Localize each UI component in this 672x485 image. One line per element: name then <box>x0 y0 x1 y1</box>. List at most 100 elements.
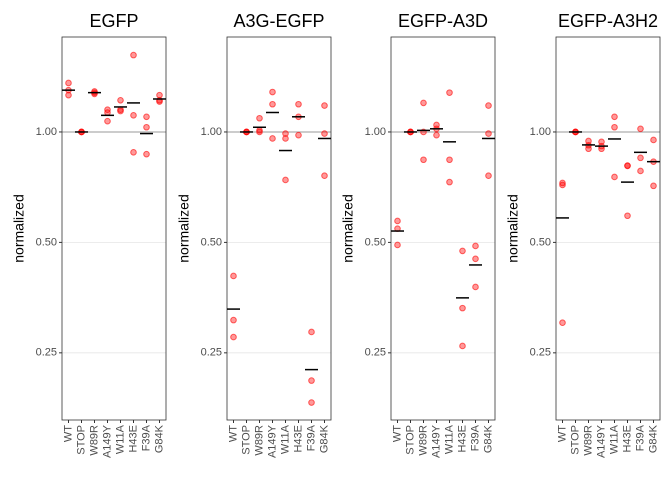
data-point <box>446 89 453 96</box>
x-tick-label: G84K <box>647 424 659 453</box>
data-point <box>230 333 237 341</box>
x-tick-label: W11A <box>114 424 126 454</box>
data-point <box>130 51 137 59</box>
y-axis-label: normalized <box>176 194 192 262</box>
data-point <box>282 176 289 184</box>
data-point <box>256 114 263 122</box>
data-point <box>130 149 137 156</box>
data-point <box>143 123 150 131</box>
x-tick-label: WT <box>391 425 403 442</box>
data-point <box>459 247 466 255</box>
data-point <box>637 167 644 175</box>
data-point <box>295 100 302 108</box>
y-tick-label: 0.25 <box>36 347 57 359</box>
x-tick-label: G84K <box>482 424 494 453</box>
y-tick-label: 0.50 <box>365 236 386 248</box>
data-point <box>459 304 466 312</box>
data-point <box>472 242 479 250</box>
panel-title: A3G-EGFP <box>233 11 324 31</box>
data-point <box>394 241 401 249</box>
x-tick-label: WT <box>227 425 239 442</box>
x-tick-label: STOP <box>404 425 416 455</box>
data-point <box>472 283 479 291</box>
data-point <box>624 162 631 170</box>
y-tick-label: 1.00 <box>201 126 222 138</box>
data-point <box>104 117 111 125</box>
panel-border <box>555 36 661 421</box>
y-tick-label: 0.50 <box>530 236 551 248</box>
x-tick-label: WT <box>62 425 74 442</box>
x-tick-label: A149Y <box>595 424 607 458</box>
data-point <box>472 255 479 263</box>
data-point <box>650 136 657 144</box>
data-point <box>585 145 592 153</box>
x-tick-label: W11A <box>608 424 620 454</box>
x-tick-label: W11A <box>443 424 455 454</box>
data-point <box>143 150 150 158</box>
data-point <box>394 217 401 225</box>
x-tick-label: F39A <box>634 424 646 451</box>
data-point <box>611 173 618 181</box>
y-axis-label: normalized <box>505 194 521 262</box>
data-point <box>559 319 566 327</box>
data-point <box>611 113 618 121</box>
panel-title: EGFP-A3D <box>398 11 488 31</box>
data-point <box>637 154 644 162</box>
data-point <box>433 131 440 139</box>
data-point <box>446 178 453 186</box>
data-point <box>65 79 72 87</box>
y-tick-label: 1.00 <box>36 126 57 138</box>
x-tick-label: A149Y <box>430 424 442 458</box>
x-tick-label: G84K <box>318 424 330 453</box>
data-point <box>308 399 315 406</box>
data-point <box>269 88 276 96</box>
data-point <box>559 179 566 187</box>
x-tick-label: H43E <box>456 425 468 453</box>
data-point <box>321 172 328 179</box>
x-tick-label: WT <box>556 425 568 442</box>
data-point <box>117 96 124 104</box>
y-tick-label: 0.25 <box>530 347 551 359</box>
data-point <box>308 377 315 384</box>
data-point <box>650 182 657 190</box>
x-tick-label: W89R <box>582 425 594 456</box>
data-point <box>485 130 492 137</box>
data-point <box>117 107 124 115</box>
y-tick-label: 1.00 <box>365 126 386 138</box>
data-point <box>420 156 427 164</box>
data-point <box>624 212 631 220</box>
y-tick-label: 0.50 <box>201 236 222 248</box>
data-point <box>65 91 72 99</box>
panel-border <box>61 36 167 421</box>
data-point <box>230 316 237 324</box>
panel-title: EGFP-A3H2 <box>558 11 658 31</box>
panel-title: EGFP <box>89 11 138 31</box>
data-point <box>269 100 276 108</box>
y-axis-label: normalized <box>11 194 27 262</box>
x-tick-label: F39A <box>140 424 152 451</box>
data-point <box>420 99 427 107</box>
data-point <box>282 135 289 142</box>
y-tick-label: 0.25 <box>201 347 222 359</box>
x-tick-label: A149Y <box>266 424 278 458</box>
data-point <box>446 156 453 164</box>
data-point <box>104 109 111 116</box>
y-tick-label: 0.50 <box>36 236 57 248</box>
y-axis-label: normalized <box>340 194 356 262</box>
data-point <box>321 102 328 109</box>
x-tick-label: H43E <box>621 425 633 453</box>
data-point <box>256 128 263 136</box>
x-tick-label: W89R <box>88 425 100 456</box>
x-tick-label: W89R <box>417 425 429 456</box>
data-point <box>230 272 237 280</box>
x-tick-label: G84K <box>153 424 165 453</box>
data-point <box>130 112 137 119</box>
data-point <box>308 328 315 336</box>
data-point <box>459 342 466 350</box>
x-tick-label: STOP <box>240 425 252 455</box>
x-tick-label: F39A <box>305 424 317 451</box>
data-point <box>559 181 566 189</box>
data-point <box>269 135 276 142</box>
data-point <box>295 131 302 139</box>
